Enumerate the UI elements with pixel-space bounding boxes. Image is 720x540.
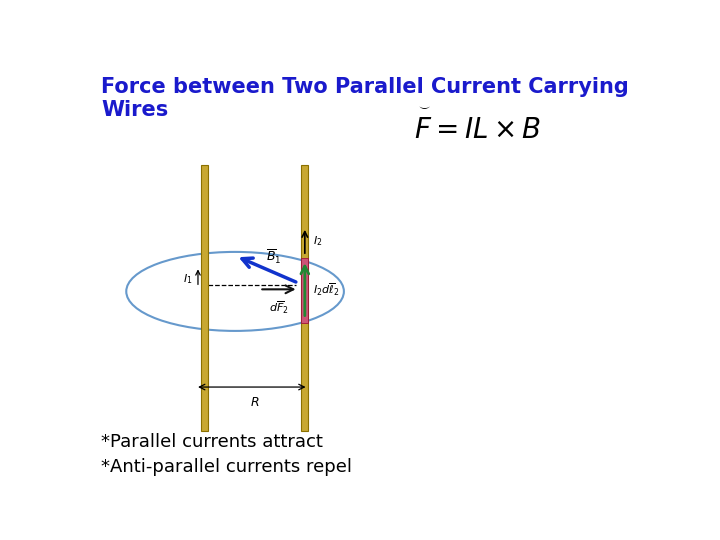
Text: $I_1$: $I_1$ <box>183 272 192 286</box>
Text: *Parallel currents attract: *Parallel currents attract <box>101 433 323 451</box>
Text: $R$: $R$ <box>250 396 259 409</box>
Bar <box>301 258 308 322</box>
Text: $I_2 d\overline{\ell}_2$: $I_2 d\overline{\ell}_2$ <box>313 281 340 298</box>
Text: $\overline{B}_1$: $\overline{B}_1$ <box>266 248 282 266</box>
Text: $F = IL\times B$: $F = IL\times B$ <box>413 117 541 144</box>
Text: $\smile$: $\smile$ <box>416 100 431 111</box>
Text: $I_2$: $I_2$ <box>313 234 323 248</box>
Text: $d\overline{F}_2$: $d\overline{F}_2$ <box>269 300 289 316</box>
Bar <box>301 165 308 431</box>
Bar <box>201 165 208 431</box>
Text: *Anti-parallel currents repel: *Anti-parallel currents repel <box>101 458 352 476</box>
Text: Force between Two Parallel Current Carrying
Wires: Force between Two Parallel Current Carry… <box>101 77 629 120</box>
